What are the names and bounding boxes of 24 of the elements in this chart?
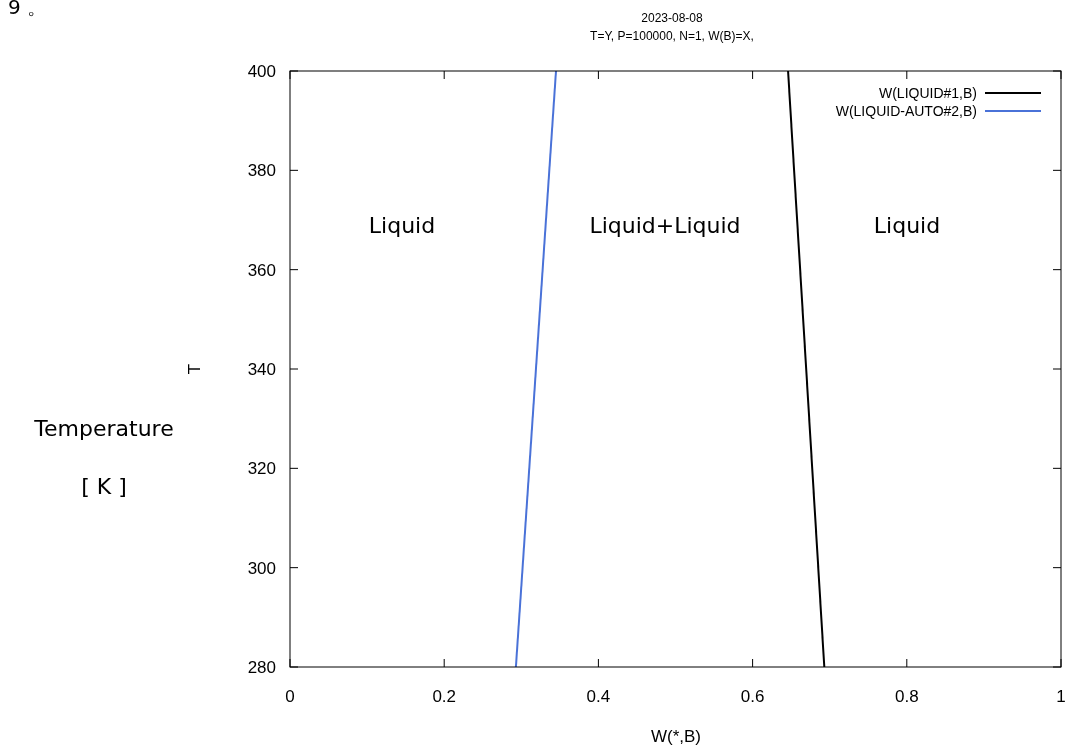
x-tick-label: 0.2 <box>432 687 457 706</box>
chart-title: 2023-08-08 <box>641 11 704 25</box>
y-tick-label: 320 <box>247 459 276 479</box>
y-tick-label: 360 <box>247 260 276 280</box>
x-axis-title: W(*,B) <box>650 727 702 746</box>
y-tick-label: 340 <box>247 360 276 379</box>
x-tick-label: 0.6 <box>740 687 765 706</box>
y-axis-title: T <box>185 363 204 375</box>
x-tick-label: 0.8 <box>894 687 919 706</box>
y-tick-label: 300 <box>247 558 276 578</box>
annotation: Liquid <box>368 213 436 238</box>
text: [ K ] <box>81 474 127 499</box>
annotation: Liquid <box>873 213 941 238</box>
y-tick-label: 280 <box>247 658 276 677</box>
annotation: Liquid+Liquid <box>589 213 741 238</box>
legend-label: W(LIQUID#1,B) <box>878 85 977 101</box>
legend-label: W(LIQUID-AUTO#2,B) <box>835 103 977 119</box>
text: Temperature <box>33 416 174 441</box>
x-tick-label: 0.4 <box>586 687 611 706</box>
x-tick-label: 1 <box>1056 687 1066 706</box>
y-tick-label: 400 <box>247 62 276 81</box>
y-tick-label: 380 <box>247 161 276 181</box>
chart-subtitle: T=Y, P=100000, N=1, W(B)=X, <box>590 29 754 43</box>
x-tick-label: 0 <box>285 687 295 706</box>
